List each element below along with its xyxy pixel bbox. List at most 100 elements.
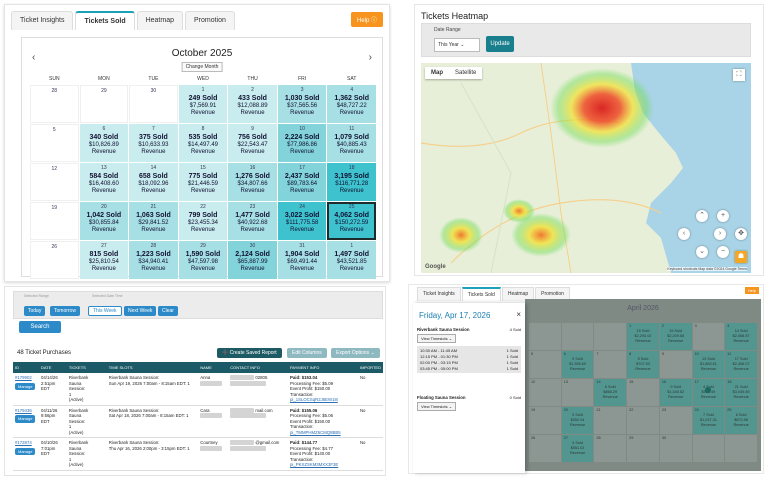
update-button[interactable]: Update xyxy=(486,36,514,52)
view-timeslots-button[interactable]: View Timeslots ⌄ xyxy=(417,334,457,343)
map-attribution[interactable]: Keyboard shortcuts Map data ©2024 Google… xyxy=(667,267,747,271)
view-timeslots-button[interactable]: View Timeslots ⌄ xyxy=(417,402,457,411)
help-button[interactable]: Help ⓘ xyxy=(350,12,383,27)
col-imported[interactable]: IMPORTED xyxy=(357,362,383,373)
manage-button[interactable]: Manage xyxy=(15,447,36,455)
manage-button[interactable]: Manage xyxy=(15,415,36,423)
edit-columns-button[interactable]: Edit Columns xyxy=(287,348,327,358)
calendar-day-cell[interactable]: 15 775 Sold $21,446.59 Revenue xyxy=(178,163,228,201)
calendar-day-cell[interactable]: 21 1,063 Sold $29,841.52 Revenue xyxy=(129,202,178,240)
col-id[interactable]: ID xyxy=(13,362,39,373)
pan-right-icon[interactable]: › xyxy=(714,228,726,240)
calendar-day-cell[interactable]: 20 1,042 Sold $30,855.84 Revenue xyxy=(79,202,129,240)
calendar-day-cell[interactable]: 25 4,062 Sold $150,272.59 Revenue xyxy=(327,202,376,240)
date-range-select[interactable]: This Year ⌄ xyxy=(434,38,480,52)
transaction-link[interactable]: pi_PKXZSKM3MXX3F3E xyxy=(290,462,339,467)
day-number: 29 xyxy=(101,88,107,94)
tab-heatmap[interactable]: Heatmap xyxy=(501,287,535,301)
zoom-out-icon[interactable]: − xyxy=(717,246,729,258)
pan-down-icon[interactable]: ⌄ xyxy=(696,246,708,258)
bg-day-number: 26 xyxy=(531,436,536,440)
day-detail-popup: Friday, Apr 17, 2026 × Riverbank Sauna S… xyxy=(413,303,525,473)
calendar-day-cell[interactable]: 4 1,362 Sold $48,727.22 Revenue xyxy=(327,85,376,123)
calendar-day-cell[interactable]: 1 249 Sold $7,569.91 Revenue xyxy=(178,85,228,123)
calendar-day-cell[interactable]: 27 815 Sold $25,810.54 Revenue xyxy=(79,241,129,279)
tab-ticket-insights[interactable]: Ticket Insights xyxy=(417,287,461,301)
calendar-day-cell[interactable]: 28 1,223 Sold $34,940.41 Revenue xyxy=(129,241,178,279)
bg-day-number: 11 xyxy=(727,352,732,356)
calendar-day-cell[interactable]: 14 658 Sold $18,092.96 Revenue xyxy=(129,163,178,201)
next-week-button[interactable]: Next Week xyxy=(124,306,157,316)
tab-tickets-sold[interactable]: Tickets Sold xyxy=(75,11,135,30)
bg-day-summary: 9 Sold $1,355.69 Revenue xyxy=(569,357,587,371)
col-contact[interactable]: CONTACT INFO xyxy=(228,362,289,373)
bg-day-number: 12 xyxy=(531,380,536,384)
purchase-id[interactable]: #179902 xyxy=(15,375,32,380)
tab-tickets-sold[interactable]: Tickets Sold xyxy=(461,287,501,301)
prev-month-icon[interactable]: ‹ xyxy=(32,52,36,63)
zoom-in-icon[interactable]: + xyxy=(717,210,729,222)
calendar-day-cell[interactable]: 24 3,022 Sold $111,775.58 Revenue xyxy=(277,202,327,240)
tab-promotion[interactable]: Promotion xyxy=(535,287,570,301)
close-icon[interactable]: × xyxy=(516,310,521,319)
tab-ticket-insights[interactable]: Ticket Insights xyxy=(11,11,74,30)
heatmap-map[interactable]: Map Satellite ⛶ ⌃ ‹ › ⌄ + − ✥ ☗ Google K… xyxy=(421,63,751,273)
table-row[interactable]: #172874 Manage 04/10/26 7:01pm EDT Riverban… xyxy=(13,437,383,471)
purchases-table: ID DATE TICKETS TIME SLOTS NAME CONTACT … xyxy=(13,362,383,471)
tab-heatmap[interactable]: Heatmap xyxy=(136,11,183,30)
calendar-day-cell[interactable]: 9 756 Sold $22,543.47 Revenue xyxy=(228,124,277,162)
redacted-text xyxy=(200,445,223,451)
map-tab-satellite[interactable]: Satellite xyxy=(449,67,483,79)
pan-left-icon[interactable]: ‹ xyxy=(678,228,690,240)
calendar-day-cell[interactable]: 11 1,079 Sold $40,885.43 Revenue xyxy=(327,124,376,162)
calendar-day-cell[interactable]: 2 433 Sold $12,088.89 Revenue xyxy=(228,85,277,123)
calendar-day-cell[interactable]: 22 799 Sold $23,455.34 Revenue xyxy=(178,202,228,240)
calendar-day-cell[interactable]: 16 1,276 Sold $34,807.66 Revenue xyxy=(228,163,277,201)
table-row[interactable]: #179436 Manage 04/11/26 9:56pm EDT Riverban… xyxy=(13,405,383,438)
calendar-day-cell[interactable]: 6 340 Sold $10,826.89 Revenue xyxy=(79,124,129,162)
export-options-button[interactable]: Export Options ⌄ xyxy=(331,348,380,358)
col-time-slots[interactable]: TIME SLOTS xyxy=(106,362,199,373)
manage-button[interactable]: Manage xyxy=(15,382,36,390)
tomorrow-button[interactable]: Tomorrow xyxy=(50,306,80,316)
tickets-sold-count: 584 Sold xyxy=(89,173,119,180)
change-month-button[interactable]: Change Month xyxy=(181,62,223,72)
calendar-day-cell[interactable]: 1 1,497 Sold $43,521.85 Revenue xyxy=(327,241,376,279)
clear-button[interactable]: Clear xyxy=(158,306,178,316)
bg-calendar-cell: 19 xyxy=(529,407,561,434)
col-date[interactable]: DATE xyxy=(38,362,67,373)
col-tickets[interactable]: TICKETS xyxy=(66,362,107,373)
calendar-day-cell[interactable]: 10 2,224 Sold $77,986.86 Revenue xyxy=(277,124,327,162)
map-tab-map[interactable]: Map xyxy=(425,67,449,79)
calendar-day-cell[interactable]: 8 535 Sold $14,497.49 Revenue xyxy=(178,124,228,162)
calendar-day-cell[interactable]: 23 1,477 Sold $40,922.68 Revenue xyxy=(228,202,277,240)
calendar-day-cell[interactable]: 31 1,904 Sold $69,491.44 Revenue xyxy=(277,241,327,279)
calendar-day-cell[interactable]: 13 584 Sold $16,408.60 Revenue xyxy=(79,163,129,201)
bg-calendar-cell: 16 9 Sold $1,340.82 Revenue xyxy=(659,379,692,406)
help-button[interactable]: Help xyxy=(744,287,759,294)
purchase-id[interactable]: #172874 xyxy=(15,440,32,445)
calendar-day-cell[interactable]: 17 2,437 Sold $89,783.64 Revenue xyxy=(277,163,327,201)
recenter-icon[interactable]: ✥ xyxy=(735,228,747,240)
this-week-button[interactable]: This Week xyxy=(88,306,122,316)
pan-up-icon[interactable]: ⌃ xyxy=(696,210,708,222)
bg-day-number: 8 xyxy=(629,352,632,356)
col-name[interactable]: NAME xyxy=(198,362,229,373)
transaction-link[interactable]: pi_TMMPHMZ6CMQ8BB5 xyxy=(290,429,341,435)
today-button[interactable]: Today xyxy=(24,306,46,316)
col-payment[interactable]: PAYMENT INFO xyxy=(288,362,358,373)
calendar-day-cell[interactable]: 7 375 Sold $10,633.93 Revenue xyxy=(129,124,178,162)
calendar-day-cell[interactable]: 29 1,590 Sold $47,597.98 Revenue xyxy=(178,241,228,279)
next-month-icon[interactable]: › xyxy=(368,52,372,63)
street-view-icon[interactable]: ☗ xyxy=(735,251,747,263)
transaction-link[interactable]: pi_1SLOCSqR2J5EW1i8 xyxy=(290,397,338,402)
calendar-day-cell[interactable]: 18 3,195 Sold $116,771.28 Revenue xyxy=(327,163,376,201)
purchase-id[interactable]: #179436 xyxy=(15,407,32,413)
fullscreen-icon[interactable]: ⛶ xyxy=(733,69,745,81)
calendar-day-cell[interactable]: 30 2,124 Sold $65,887.99 Revenue xyxy=(228,241,277,279)
calendar-day-cell[interactable]: 3 1,030 Sold $37,565.56 Revenue xyxy=(277,85,327,123)
table-row[interactable]: #179902 Manage 04/14/26 2:51pm EDT Riverban… xyxy=(13,373,383,406)
search-button[interactable]: Search xyxy=(19,321,61,333)
create-report-button[interactable]: ➕ Create Saved Report xyxy=(217,348,282,358)
tab-promotion[interactable]: Promotion xyxy=(185,11,235,30)
